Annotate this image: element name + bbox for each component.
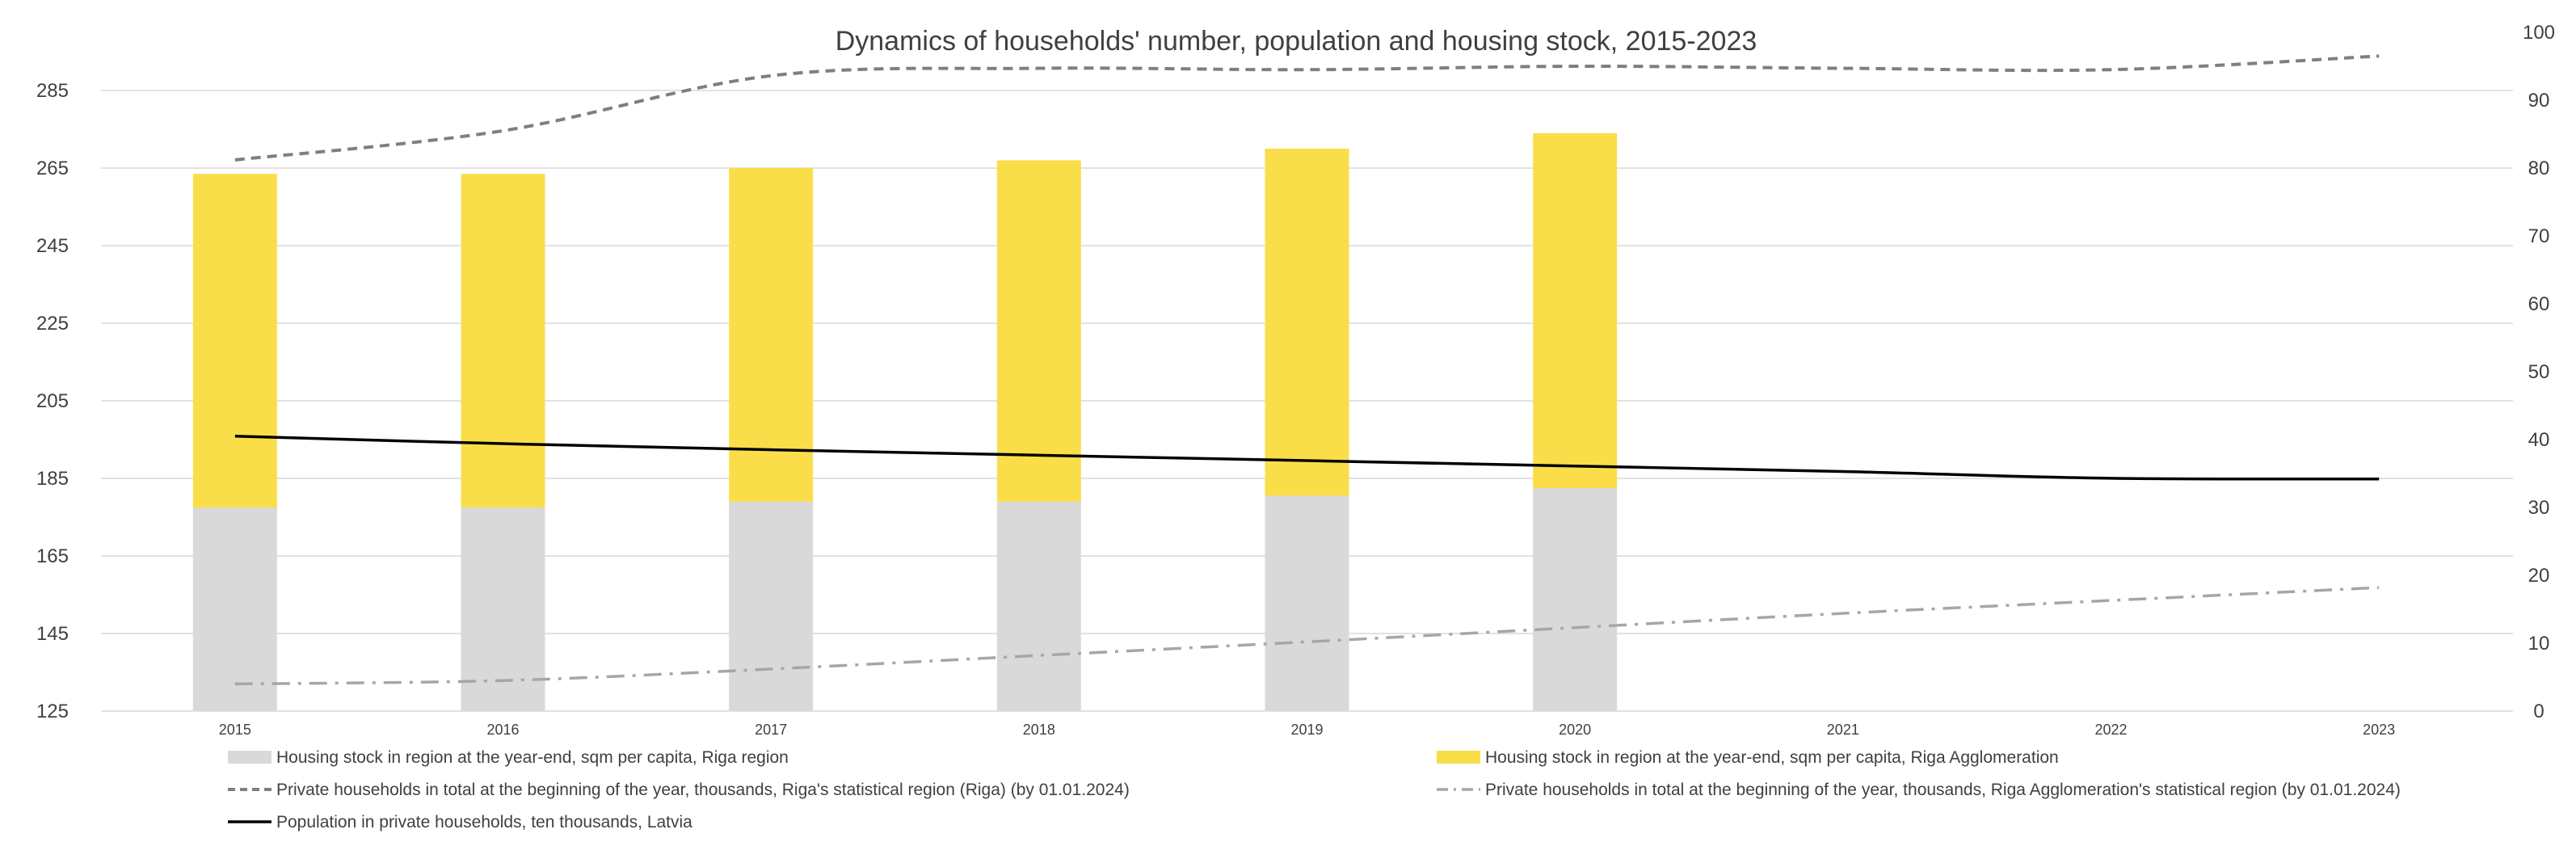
bar-riga-agglomeration-2016 bbox=[461, 174, 545, 507]
line-riga_households bbox=[234, 54, 2380, 162]
left-tick-label: 125 bbox=[36, 701, 69, 722]
left-tick-label: 165 bbox=[36, 545, 69, 567]
line-population bbox=[234, 435, 2380, 481]
legend-item-riga_households: Private households in total at the begin… bbox=[228, 781, 1130, 799]
legend-label: Private households in total at the begin… bbox=[1485, 781, 2401, 799]
left-tick-label: 285 bbox=[36, 80, 69, 102]
right-tick-label: 70 bbox=[2528, 225, 2550, 247]
bar-riga-agglomeration-2020 bbox=[1533, 133, 1618, 489]
legend: Housing stock in region at the year-end,… bbox=[228, 748, 2401, 831]
series-lines bbox=[234, 54, 2380, 686]
right-tick-label: 10 bbox=[2528, 633, 2550, 655]
right-tick-label: 30 bbox=[2528, 497, 2550, 519]
bar-riga-agglomeration-2019 bbox=[1265, 149, 1349, 496]
axis-ticks: 125 145 165 185 205 225 245 265 285 0 10 20 30 40 50 60… bbox=[36, 22, 2555, 738]
right-tick-label: 100 bbox=[2523, 22, 2555, 44]
left-tick-label: 245 bbox=[36, 235, 69, 257]
left-tick-label: 205 bbox=[36, 390, 69, 412]
legend-item-riga_region_stock: Housing stock in region at the year-end,… bbox=[228, 748, 789, 767]
left-tick-label: 145 bbox=[36, 623, 69, 645]
right-tick-label: 0 bbox=[2533, 701, 2544, 722]
bar-riga-region-2015 bbox=[192, 507, 277, 711]
left-tick-label: 265 bbox=[36, 158, 69, 179]
right-tick-label: 60 bbox=[2528, 293, 2550, 315]
bar-riga-agglomeration-2018 bbox=[996, 160, 1081, 502]
legend-swatch bbox=[228, 751, 271, 764]
bar-riga-region-2019 bbox=[1265, 495, 1349, 711]
x-tick-label: 2016 bbox=[486, 722, 519, 738]
bars bbox=[192, 133, 1618, 711]
x-tick-label: 2023 bbox=[2363, 722, 2395, 738]
right-tick-label: 40 bbox=[2528, 429, 2550, 451]
right-tick-label: 20 bbox=[2528, 565, 2550, 587]
right-tick-label: 90 bbox=[2528, 90, 2550, 112]
bar-riga-region-2018 bbox=[996, 501, 1081, 711]
legend-item-population: Population in private households, ten th… bbox=[228, 813, 692, 831]
bar-riga-region-2016 bbox=[461, 507, 545, 711]
chart-title: Dynamics of households' number, populati… bbox=[836, 26, 1757, 57]
legend-swatch bbox=[1437, 751, 1480, 764]
legend-item-riga_agglomeration_stock: Housing stock in region at the year-end,… bbox=[1437, 748, 2059, 767]
legend-label: Housing stock in region at the year-end,… bbox=[1485, 748, 2059, 767]
bar-riga-agglomeration-2015 bbox=[192, 174, 277, 507]
right-tick-label: 80 bbox=[2528, 158, 2550, 179]
x-tick-label: 2018 bbox=[1023, 722, 1055, 738]
x-tick-label: 2017 bbox=[755, 722, 787, 738]
x-tick-label: 2015 bbox=[219, 722, 251, 738]
left-tick-label: 225 bbox=[36, 313, 69, 335]
x-tick-label: 2021 bbox=[1827, 722, 1859, 738]
legend-item-agglomeration_households: Private households in total at the begin… bbox=[1437, 781, 2401, 799]
legend-label: Private households in total at the begin… bbox=[276, 781, 1130, 799]
legend-label: Population in private households, ten th… bbox=[276, 813, 692, 831]
bar-riga-region-2020 bbox=[1533, 488, 1618, 711]
legend-label: Housing stock in region at the year-end,… bbox=[276, 748, 789, 767]
bar-riga-agglomeration-2017 bbox=[729, 168, 814, 502]
left-tick-label: 185 bbox=[36, 468, 69, 490]
right-tick-label: 50 bbox=[2528, 361, 2550, 383]
x-tick-label: 2020 bbox=[1559, 722, 1591, 738]
x-tick-label: 2022 bbox=[2094, 722, 2127, 738]
line-agglomeration_households bbox=[234, 586, 2380, 686]
x-tick-label: 2019 bbox=[1290, 722, 1323, 738]
bar-riga-region-2017 bbox=[729, 501, 814, 711]
